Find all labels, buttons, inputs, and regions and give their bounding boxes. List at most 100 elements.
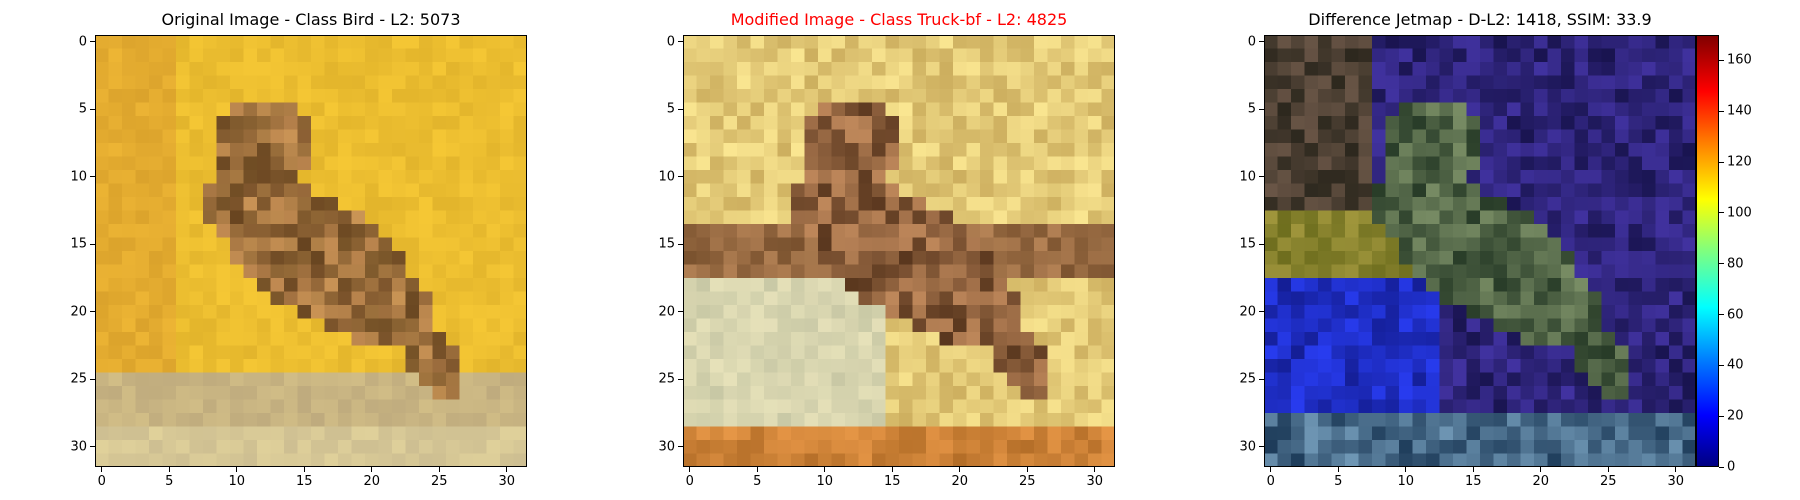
y-tick-label: 15 [70, 236, 87, 252]
y-tick-mark [1259, 243, 1264, 245]
x-tick-label: 30 [498, 474, 516, 489]
x-tick-mark [101, 467, 103, 472]
x-tick-mark [1472, 467, 1474, 472]
x-tick-label: 0 [1266, 474, 1275, 489]
y-tick-label: 10 [1239, 169, 1256, 185]
x-tick-mark [1405, 467, 1407, 472]
y-tick-label: 30 [1239, 439, 1256, 455]
x-tick-label: 15 [883, 474, 901, 489]
x-tick-mark [438, 467, 440, 472]
y-tick-label: 15 [1239, 236, 1256, 252]
y-tick-mark [1259, 41, 1264, 43]
x-tick-mark [891, 467, 893, 472]
x-tick-label: 30 [1667, 474, 1685, 489]
difference-jetmap-title: Difference Jetmap - D-L2: 1418, SSIM: 33… [1308, 10, 1652, 29]
x-tick-mark [168, 467, 170, 472]
colorbar-tick-mark [1719, 415, 1724, 417]
colorbar-tick-label: 80 [1727, 256, 1744, 272]
y-tick-mark [90, 176, 95, 178]
y-tick-label: 15 [658, 236, 675, 252]
x-tick-mark [756, 467, 758, 472]
colorbar-tick-label: 120 [1727, 154, 1752, 170]
x-tick-mark [959, 467, 961, 472]
y-tick-mark [678, 378, 683, 380]
x-tick-label: 5 [165, 474, 174, 489]
original-image-title: Original Image - Class Bird - L2: 5073 [161, 10, 461, 29]
colorbar-tick-label: 20 [1727, 408, 1744, 424]
original-image [95, 35, 527, 467]
y-tick-label: 25 [70, 371, 87, 387]
difference-jetmap-image [1264, 35, 1696, 467]
x-tick-label: 0 [97, 474, 106, 489]
y-tick-mark [1259, 176, 1264, 178]
x-tick-label: 5 [753, 474, 762, 489]
colorbar-tick-mark [1719, 212, 1724, 214]
colorbar-tick-label: 0 [1727, 459, 1736, 475]
y-tick-mark [678, 311, 683, 313]
x-tick-label: 25 [430, 474, 448, 489]
y-tick-label: 20 [70, 304, 87, 320]
colorbar-tick-label: 40 [1727, 357, 1744, 373]
y-tick-label: 25 [658, 371, 675, 387]
y-tick-mark [90, 311, 95, 313]
colorbar-tick-label: 100 [1727, 205, 1752, 221]
y-tick-label: 0 [78, 34, 87, 50]
y-tick-label: 30 [70, 439, 87, 455]
x-tick-mark [1026, 467, 1028, 472]
y-tick-label: 30 [658, 439, 675, 455]
y-tick-mark [90, 446, 95, 448]
modified-image [683, 35, 1115, 467]
colorbar-tick-mark [1719, 263, 1724, 265]
y-tick-mark [1259, 108, 1264, 110]
colorbar-gradient [1696, 35, 1719, 467]
y-tick-label: 5 [78, 101, 87, 117]
colorbar-tick-mark [1719, 161, 1724, 163]
y-tick-label: 20 [658, 304, 675, 320]
y-tick-mark [1259, 311, 1264, 313]
x-tick-mark [236, 467, 238, 472]
y-tick-label: 20 [1239, 304, 1256, 320]
x-tick-mark [303, 467, 305, 472]
y-tick-label: 25 [1239, 371, 1256, 387]
y-tick-label: 10 [658, 169, 675, 185]
colorbar-tick-mark [1719, 466, 1724, 468]
x-tick-label: 30 [1086, 474, 1104, 489]
y-tick-mark [90, 41, 95, 43]
x-tick-label: 20 [951, 474, 969, 489]
x-tick-label: 10 [1397, 474, 1415, 489]
x-tick-mark [1607, 467, 1609, 472]
x-tick-mark [1337, 467, 1339, 472]
x-tick-label: 25 [1018, 474, 1036, 489]
y-tick-label: 0 [666, 34, 675, 50]
y-tick-label: 5 [1247, 101, 1256, 117]
colorbar-tick-label: 60 [1727, 307, 1744, 323]
x-tick-mark [1675, 467, 1677, 472]
y-tick-mark [90, 243, 95, 245]
x-tick-label: 20 [1532, 474, 1550, 489]
x-tick-mark [506, 467, 508, 472]
x-tick-mark [1094, 467, 1096, 472]
y-tick-mark [678, 108, 683, 110]
x-tick-label: 15 [295, 474, 313, 489]
x-tick-label: 25 [1599, 474, 1617, 489]
x-tick-mark [824, 467, 826, 472]
y-tick-mark [678, 176, 683, 178]
colorbar-tick-mark [1719, 364, 1724, 366]
x-tick-mark [1540, 467, 1542, 472]
y-tick-label: 5 [666, 101, 675, 117]
x-tick-label: 5 [1334, 474, 1343, 489]
modified-image-title: Modified Image - Class Truck-bf - L2: 48… [730, 10, 1068, 29]
colorbar-tick-mark [1719, 314, 1724, 316]
y-tick-mark [678, 41, 683, 43]
y-tick-mark [1259, 446, 1264, 448]
x-tick-mark [689, 467, 691, 472]
colorbar-tick-mark [1719, 110, 1724, 112]
colorbar-tick-label: 140 [1727, 103, 1752, 119]
y-tick-mark [90, 378, 95, 380]
x-tick-label: 15 [1464, 474, 1482, 489]
x-tick-label: 0 [685, 474, 694, 489]
x-tick-label: 10 [228, 474, 246, 489]
y-tick-label: 10 [70, 169, 87, 185]
y-tick-mark [90, 108, 95, 110]
x-tick-mark [371, 467, 373, 472]
